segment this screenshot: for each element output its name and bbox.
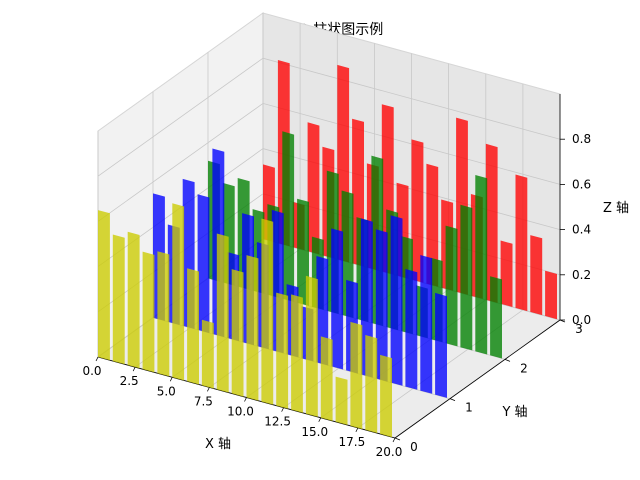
bar [460,204,473,351]
bar [405,269,418,390]
x-tick-label: 20.0 [376,445,403,459]
bar [282,131,295,302]
z-tick-label: 0.2 [572,268,591,282]
x-tick-mark [132,366,136,372]
bar [350,321,363,430]
x-tick-label: 10.0 [227,405,254,419]
bar [475,175,488,355]
z-tick-label: 0.6 [572,177,591,191]
bar [261,218,274,405]
bar [420,255,433,394]
bar [335,376,348,425]
x-tick-mark [244,397,247,402]
bar [246,255,259,401]
bar [380,354,392,438]
z-tick-label: 0.8 [572,132,591,146]
x-tick-mark [392,437,396,443]
bar [515,174,528,312]
bar [426,163,439,287]
z-tick-label: 0.4 [572,223,591,237]
bar [98,210,110,361]
bar [365,335,378,434]
x-tick-mark [207,387,210,392]
y-tick-label: 3 [575,322,583,336]
bar [231,269,244,397]
bar [291,294,303,413]
z-gridline [97,57,561,177]
bar [216,233,229,393]
bar [545,270,557,320]
z-axis-label: Z 轴 [603,201,629,216]
bar [142,251,155,373]
x-tick-mark [281,407,284,412]
x-tick-label: 7.5 [194,394,213,408]
y-tick-mark [394,437,401,441]
bar [445,225,458,347]
bar [307,122,320,255]
y-tick-label: 2 [520,361,528,375]
bar [320,336,333,421]
bar [411,139,424,283]
bar [201,319,214,389]
z-tick-label: 0.0 [572,313,591,327]
bar [127,231,140,369]
bar [485,143,498,303]
x-tick-mark [95,356,99,362]
y-tick-label: 0 [410,440,418,454]
bar [172,203,185,381]
bar [390,215,403,386]
y-tick-label: 1 [465,401,473,415]
x-tick-mark [355,427,359,433]
y-axis-line [394,319,561,439]
bar [375,229,388,382]
bar [197,194,210,334]
bar [331,228,344,370]
x-tick-label: 17.5 [339,435,366,449]
bar [530,235,543,316]
x-tick-label: 12.5 [264,415,291,429]
bar [157,251,170,377]
bar [490,276,502,359]
bar [435,292,447,398]
y-axis-label: Y 轴 [501,405,527,420]
bars [98,60,557,438]
bar [305,275,318,417]
x-tick-label: 5.0 [157,384,176,398]
x-tick-mark [318,417,322,422]
bar [112,234,125,365]
x-tick-label: 2.5 [120,374,139,388]
x-tick-label: 15.0 [301,425,328,439]
bar [500,240,513,307]
x-axis-label: X 轴 [205,437,231,452]
x-tick-label: 0.0 [82,364,101,378]
y-tick-mark [449,398,456,402]
y-tick-mark [504,358,511,362]
x-tick-mark [169,377,173,382]
bar [276,292,289,409]
bar [187,268,199,385]
tick-labels: 0.02.55.07.510.012.515.017.520.0 01230.00… [82,132,591,459]
